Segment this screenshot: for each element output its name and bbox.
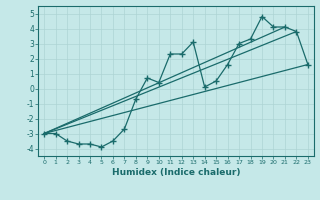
X-axis label: Humidex (Indice chaleur): Humidex (Indice chaleur) (112, 168, 240, 177)
